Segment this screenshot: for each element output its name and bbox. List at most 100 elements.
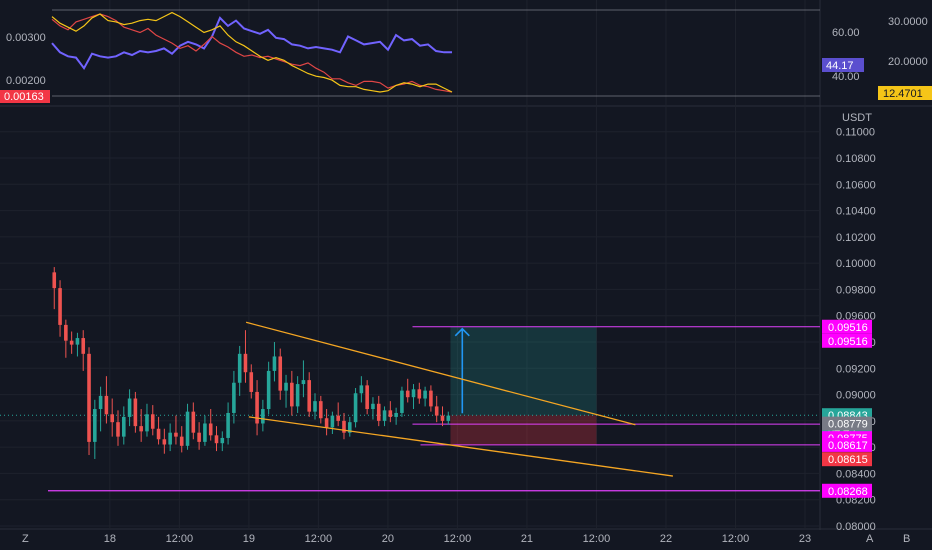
time-tick-label: 20 bbox=[382, 533, 394, 545]
grid bbox=[0, 0, 932, 530]
indicator-left-tick: 0.00300 bbox=[6, 32, 46, 44]
price-tag-label: 0.09516 bbox=[828, 336, 868, 348]
move-arrow-head bbox=[454, 327, 470, 337]
candle-body bbox=[301, 380, 306, 385]
indicator-left-tag-label: 0.00163 bbox=[4, 91, 44, 103]
candle-body bbox=[388, 410, 393, 417]
price-tick-label: 0.11000 bbox=[836, 127, 875, 139]
candle-body bbox=[365, 385, 369, 410]
candle-body bbox=[255, 391, 259, 424]
time-tick-label: 12:00 bbox=[305, 533, 333, 545]
candle-body bbox=[220, 437, 225, 444]
indicator-right-tick: 20.0000 bbox=[888, 56, 928, 68]
candle-body bbox=[243, 353, 248, 373]
time-tick-label: 21 bbox=[521, 533, 533, 545]
candle-body bbox=[64, 324, 68, 341]
candles[interactable] bbox=[52, 267, 451, 459]
candle-body bbox=[156, 428, 161, 440]
time-tick-label: 12:00 bbox=[722, 533, 750, 545]
candle-body bbox=[261, 409, 265, 424]
indicator-right-tick: 30.0000 bbox=[888, 16, 928, 28]
price-tick-label: 0.10600 bbox=[836, 179, 876, 191]
candle-body bbox=[110, 414, 114, 423]
candle-body bbox=[324, 418, 329, 428]
candle-body bbox=[116, 422, 120, 437]
candle-body bbox=[394, 412, 398, 417]
price-tick-label: 0.09800 bbox=[836, 284, 876, 296]
bottom-bar-a: A bbox=[866, 533, 874, 545]
candle-body bbox=[400, 390, 404, 413]
currency-label: USDT bbox=[842, 112, 872, 124]
candle-body bbox=[203, 423, 207, 442]
candle-body bbox=[145, 414, 149, 432]
price-tag bbox=[822, 483, 872, 498]
candle-body bbox=[278, 356, 283, 391]
indicator-right-tag-label: 44.17 bbox=[826, 60, 854, 72]
price-tag bbox=[822, 319, 872, 334]
candle-body bbox=[411, 389, 416, 398]
time-tick-label: 19 bbox=[243, 533, 255, 545]
candle-body bbox=[98, 395, 103, 410]
price-tag-label: 0.08617 bbox=[828, 440, 868, 452]
price-tick-label: 0.10200 bbox=[836, 232, 876, 244]
candle-body bbox=[179, 436, 184, 446]
time-tick-label: 12:00 bbox=[583, 533, 611, 545]
drawings[interactable] bbox=[48, 321, 820, 492]
time-tick-label: 18 bbox=[104, 533, 116, 545]
bottom-bar-b: B bbox=[903, 533, 910, 545]
candle-body bbox=[319, 401, 323, 419]
long-position-tool[interactable] bbox=[0, 326, 820, 446]
trendline bbox=[245, 321, 636, 426]
candle-body bbox=[382, 410, 387, 421]
indicator-right-tick: 60.00 bbox=[832, 27, 860, 39]
time-tick-label: 23 bbox=[799, 533, 811, 545]
candle-body bbox=[52, 272, 57, 289]
candle-body bbox=[168, 432, 172, 445]
candle-body bbox=[284, 382, 288, 391]
price-tag bbox=[822, 452, 872, 467]
candle-body bbox=[87, 353, 91, 442]
price-tag-label: 0.08615 bbox=[828, 454, 868, 466]
candle-body bbox=[127, 398, 132, 417]
indicator-right-tag-label: 12.4701 bbox=[883, 88, 923, 100]
indicator-right-tick: 40.00 bbox=[832, 71, 860, 83]
candle-body bbox=[121, 416, 126, 437]
candle-body bbox=[104, 395, 109, 415]
price-tag-label: 0.08268 bbox=[828, 486, 868, 498]
candle-body bbox=[272, 356, 277, 371]
candle-body bbox=[162, 439, 167, 445]
indicator-right-tag bbox=[822, 58, 864, 72]
candle-body bbox=[69, 340, 74, 345]
candle-body bbox=[376, 403, 381, 421]
price-tick-label: 0.08400 bbox=[836, 468, 876, 480]
candle-body bbox=[371, 403, 375, 410]
price-tick-label: 0.09200 bbox=[836, 363, 876, 375]
price-tick-label: 0.09000 bbox=[836, 390, 876, 402]
candle-body bbox=[133, 398, 138, 427]
price-tag-label: 0.08779 bbox=[828, 419, 868, 431]
candle-body bbox=[81, 338, 86, 354]
price-tick-label: 0.10400 bbox=[836, 206, 876, 218]
price-tag-label: 0.09516 bbox=[828, 322, 868, 334]
indicator-series-line bbox=[51, 11, 453, 93]
candle-body bbox=[307, 380, 312, 412]
indicator-right-tag bbox=[878, 86, 932, 100]
indicator-left-tag bbox=[0, 90, 50, 103]
candle-body bbox=[336, 415, 340, 421]
price-tag bbox=[822, 416, 872, 431]
time-tick-label: 22 bbox=[660, 533, 672, 545]
candle-body bbox=[440, 415, 445, 421]
price-tag bbox=[822, 437, 872, 452]
candle-body bbox=[353, 393, 358, 423]
candle-body bbox=[446, 415, 451, 421]
time-tick-label: 12:00 bbox=[166, 533, 194, 545]
candle-body bbox=[150, 414, 155, 429]
candle-body bbox=[214, 435, 219, 444]
candle-body bbox=[191, 411, 196, 433]
price-tick-label: 0.10000 bbox=[836, 258, 876, 270]
indicator-panel[interactable]: 0.00300 0.00200 0.00163 60.00 40.00 30.0000 20… bbox=[0, 9, 932, 103]
candle-body bbox=[232, 382, 236, 413]
candle-body bbox=[174, 432, 178, 437]
